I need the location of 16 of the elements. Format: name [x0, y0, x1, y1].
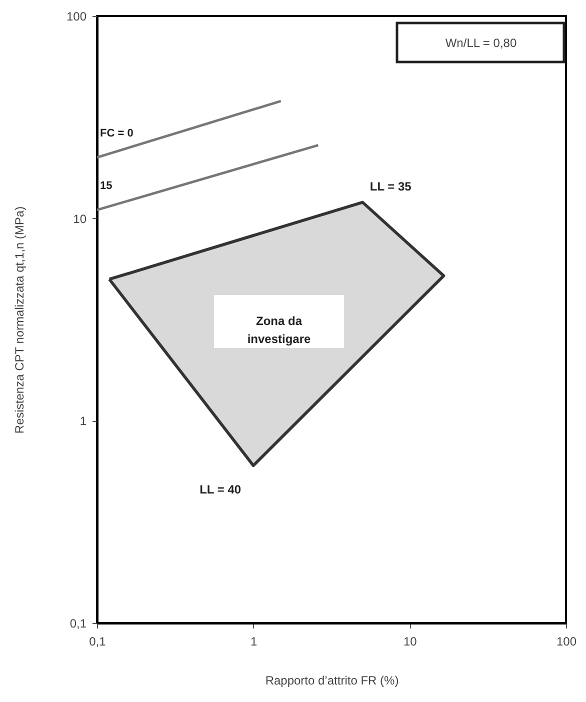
y-tick-label: 0,1	[70, 616, 87, 630]
annotation: LL = 40	[200, 482, 242, 497]
annotation: Zona da investigare	[247, 314, 311, 346]
y-tick-label: 1	[80, 414, 87, 428]
y-tick-label: 10	[73, 212, 87, 226]
x-tick-label: 1	[250, 634, 258, 648]
x-tick-label: 0,1	[89, 634, 106, 648]
y-tick-label: 100	[66, 10, 87, 24]
annotation: LL = 35	[370, 179, 412, 194]
x-tick-label: 10	[403, 634, 418, 648]
x-tick-label: 100	[556, 634, 577, 648]
x-axis-title: Rapporto d’attrito FR (%)	[265, 674, 399, 688]
series-label: 15	[100, 180, 112, 192]
annotation: Wn/LL = 0,80	[445, 36, 517, 50]
series-label: FC = 0	[100, 127, 134, 140]
y-axis-title: Resistenza CPT normalizzata qt,1,n (MPa)	[12, 206, 26, 434]
